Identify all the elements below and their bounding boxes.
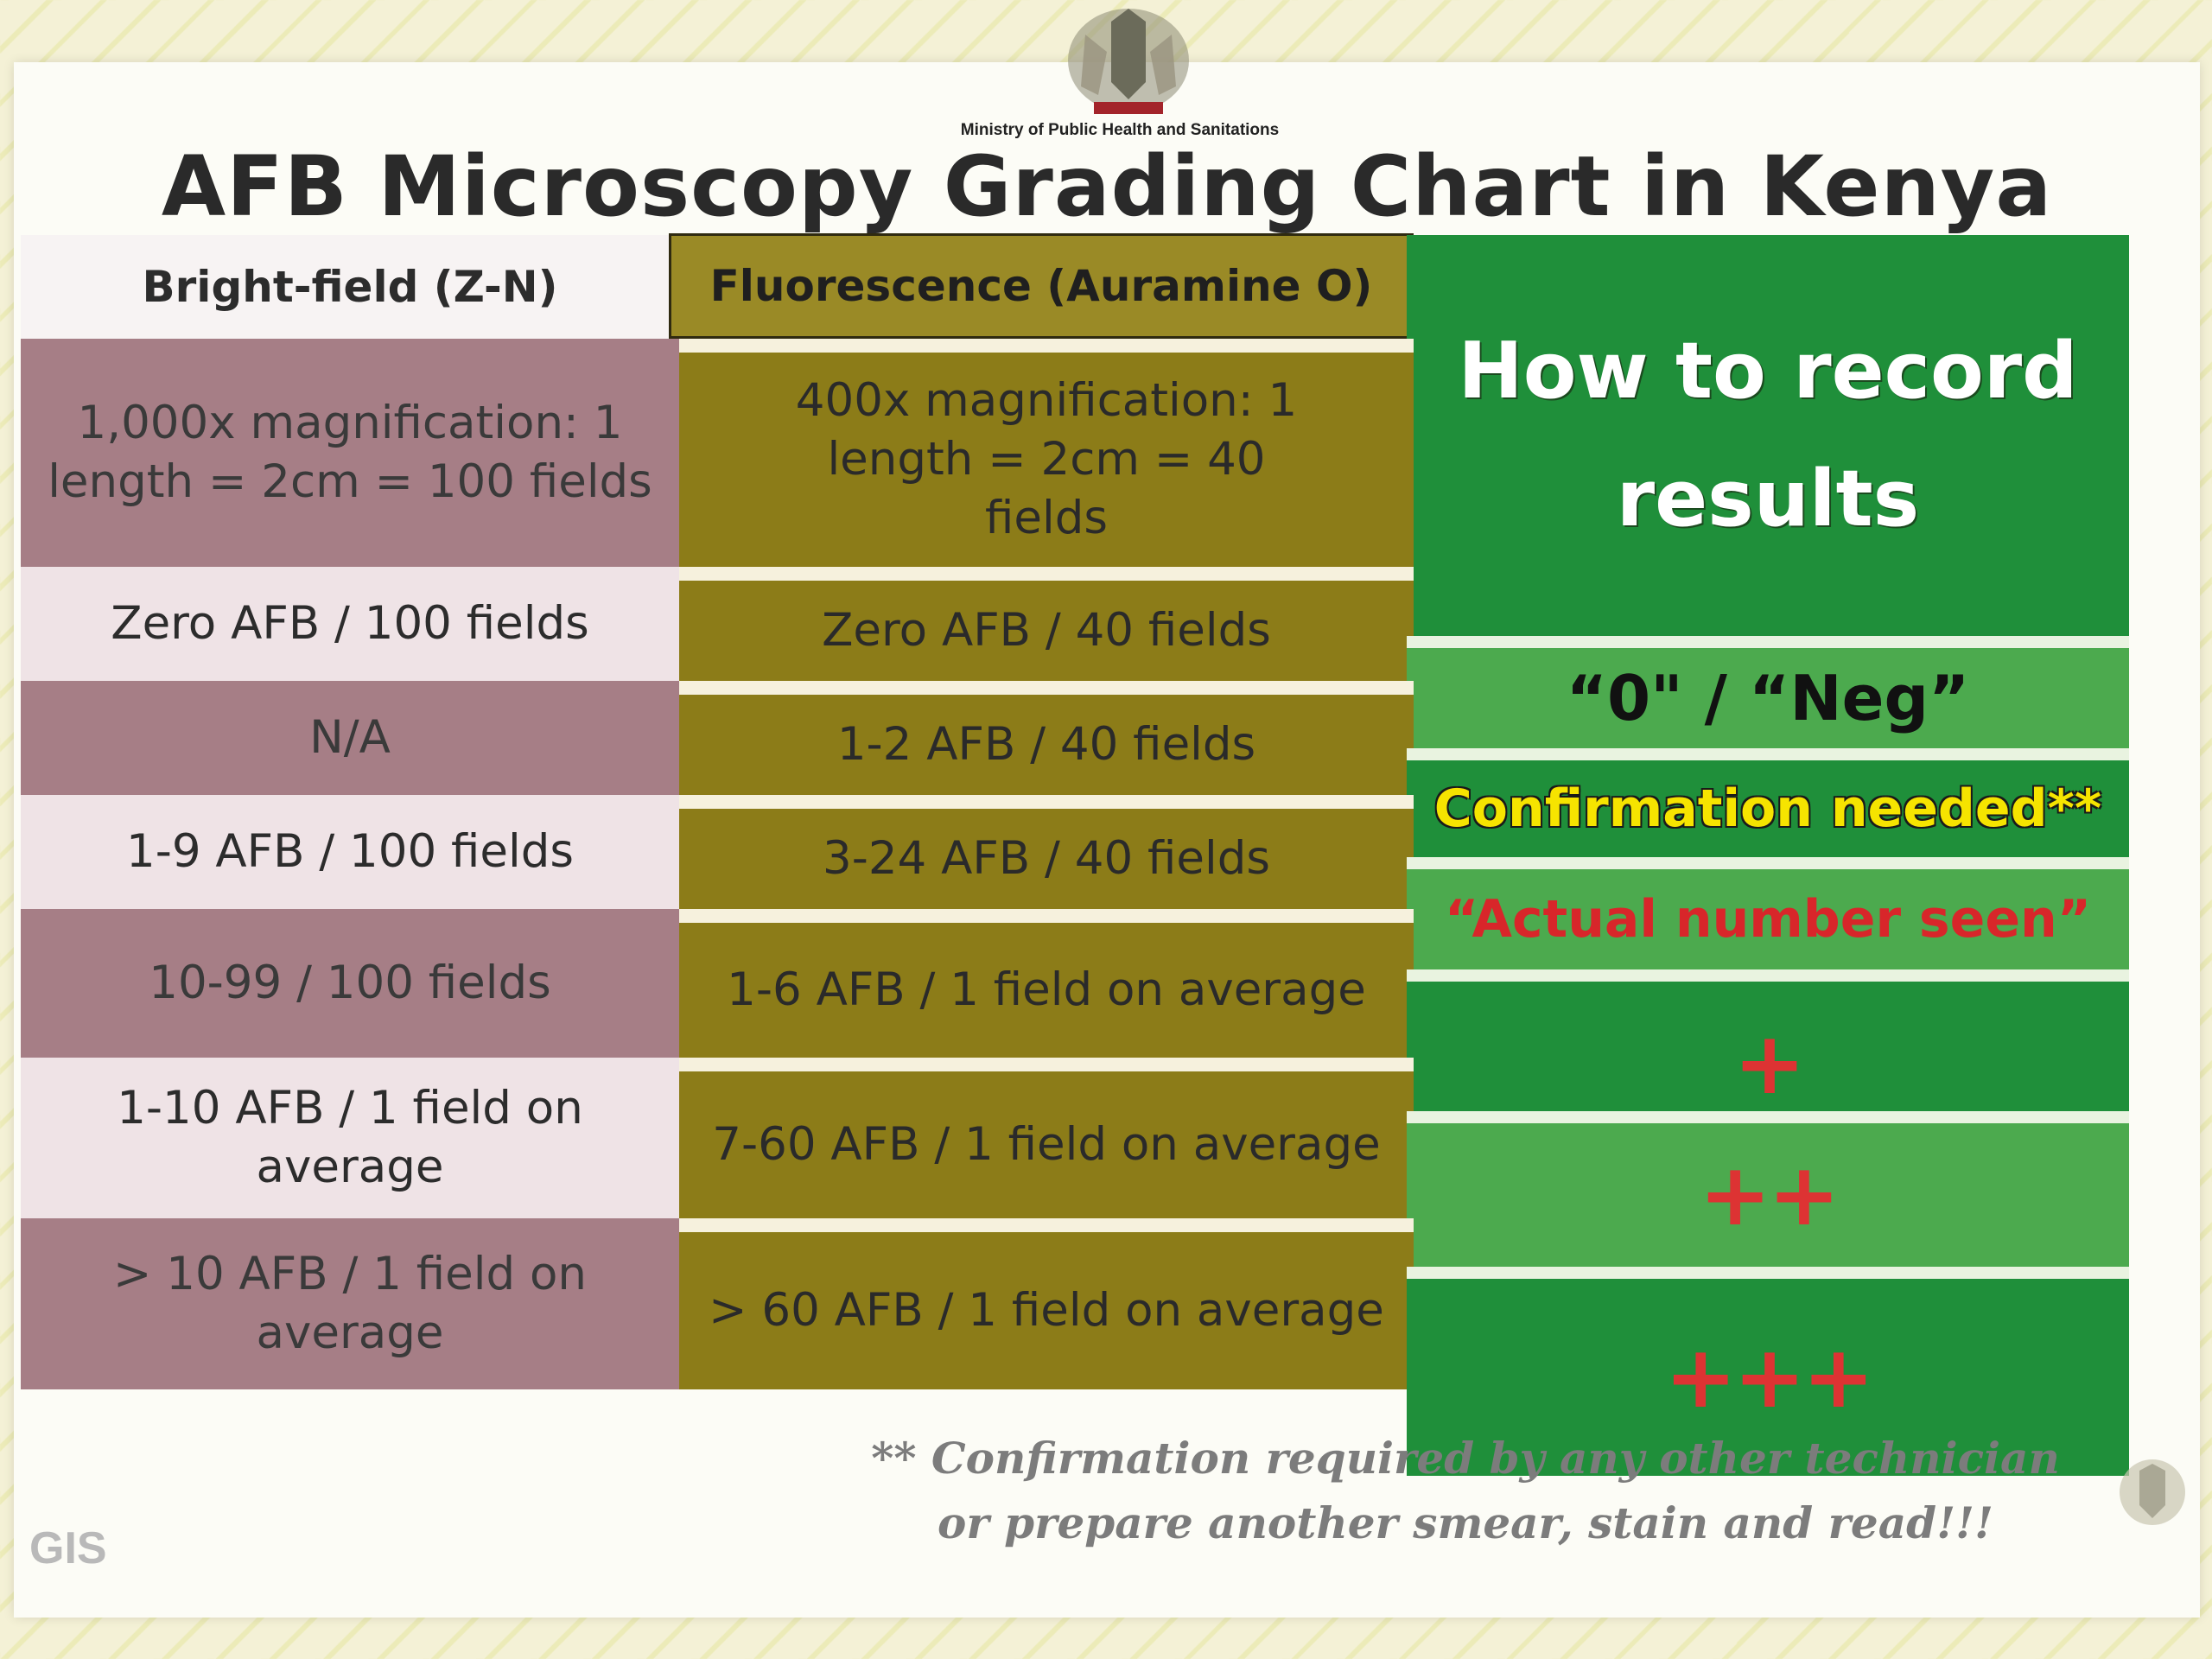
brightfield-row-4: 10-99 / 100 fields xyxy=(21,909,679,1058)
divider xyxy=(679,1058,1414,1071)
record-actual-number: “Actual number seen” xyxy=(1407,869,2129,969)
divider xyxy=(1407,748,2129,760)
corner-emblem-icon xyxy=(2120,1459,2185,1525)
footnote-line-1: ** Confirmation required by any other te… xyxy=(871,1433,2060,1484)
divider xyxy=(679,681,1414,695)
brightfield-row-1: Zero AFB / 100 fields xyxy=(21,567,679,681)
coat-of-arms-icon xyxy=(1068,9,1189,114)
divider xyxy=(679,1218,1414,1232)
divider xyxy=(1407,1267,2129,1279)
divider xyxy=(679,909,1414,923)
divider xyxy=(679,795,1414,809)
footnote: ** Confirmation required by any other te… xyxy=(835,1426,2096,1555)
column-header-fluorescence: Fluorescence (Auramine O) xyxy=(669,233,1414,339)
brightfield-magnification: 1,000x magnification: 1 length = 2cm = 1… xyxy=(21,339,679,567)
divider xyxy=(1407,636,2129,648)
divider xyxy=(1407,969,2129,982)
gis-logo: GIS xyxy=(29,1523,107,1573)
fluorescence-row-3: 3-24 AFB / 40 fields xyxy=(679,809,1414,909)
fluorescence-row-6: > 60 AFB / 1 field on average xyxy=(679,1232,1414,1389)
column-header-brightfield: Bright-field (Z-N) xyxy=(21,235,679,339)
divider xyxy=(1407,1111,2129,1123)
brightfield-row-5: 1-10 AFB / 1 field on average xyxy=(21,1058,679,1218)
divider xyxy=(679,567,1414,581)
ministry-name: Ministry of Public Health and Sanitation… xyxy=(960,121,1280,139)
record-neg: “0" / “Neg” xyxy=(1407,648,2129,748)
divider xyxy=(679,339,1414,353)
header: Ministry of Public Health and Sanitation… xyxy=(14,9,2200,235)
fluorescence-row-2: 1-2 AFB / 40 fields xyxy=(679,695,1414,795)
column-header-record: How to record results xyxy=(1407,235,2129,636)
fluorescence-row-4: 1-6 AFB / 1 field on average xyxy=(679,923,1414,1058)
page-title: AFB Microscopy Grading Chart in Kenya xyxy=(161,138,2053,235)
record-plus-1: + xyxy=(1407,982,2129,1114)
fluorescence-row-1: Zero AFB / 40 fields xyxy=(679,581,1414,681)
fluorescence-magnification: 400x magnification: 1 length = 2cm = 40 … xyxy=(679,353,1414,567)
brightfield-row-3: 1-9 AFB / 100 fields xyxy=(21,795,679,909)
brightfield-row-6: > 10 AFB / 1 field on average xyxy=(21,1218,679,1389)
poster: Ministry of Public Health and Sanitation… xyxy=(14,9,2200,1618)
record-confirmation: Confirmation needed** xyxy=(1407,760,2129,857)
fluorescence-row-5: 7-60 AFB / 1 field on average xyxy=(679,1071,1414,1218)
divider xyxy=(1407,857,2129,869)
footnote-line-2: or prepare another smear, stain and read… xyxy=(938,1497,1993,1548)
record-plus-2: ++ xyxy=(1407,1123,2129,1267)
brightfield-row-2: N/A xyxy=(21,681,679,795)
record-plus-3: +++ xyxy=(1407,1279,2129,1476)
